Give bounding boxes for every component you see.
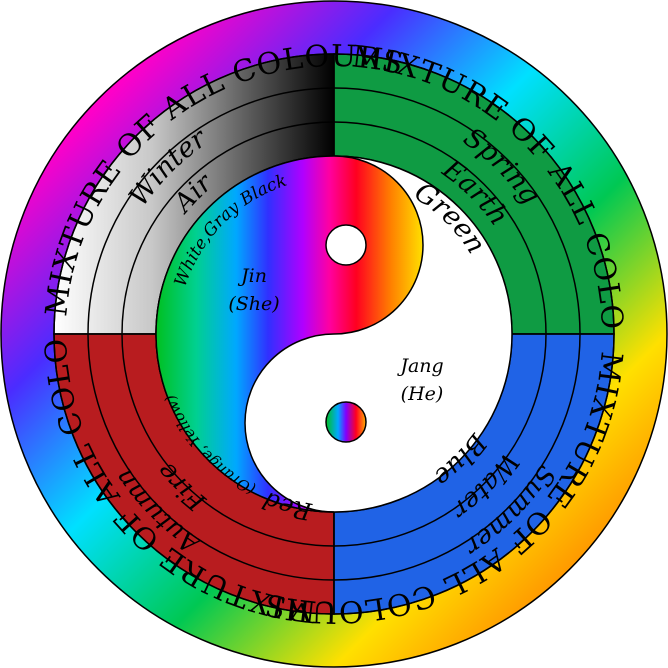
yin-sub: (She) (228, 293, 279, 315)
yin-yang (155, 155, 513, 513)
yang-dot (325, 401, 367, 443)
yin-dot (325, 224, 367, 266)
yin-name: Jin (237, 265, 267, 287)
yang-sub: (He) (401, 383, 444, 405)
yang-name: Jang (396, 355, 443, 377)
